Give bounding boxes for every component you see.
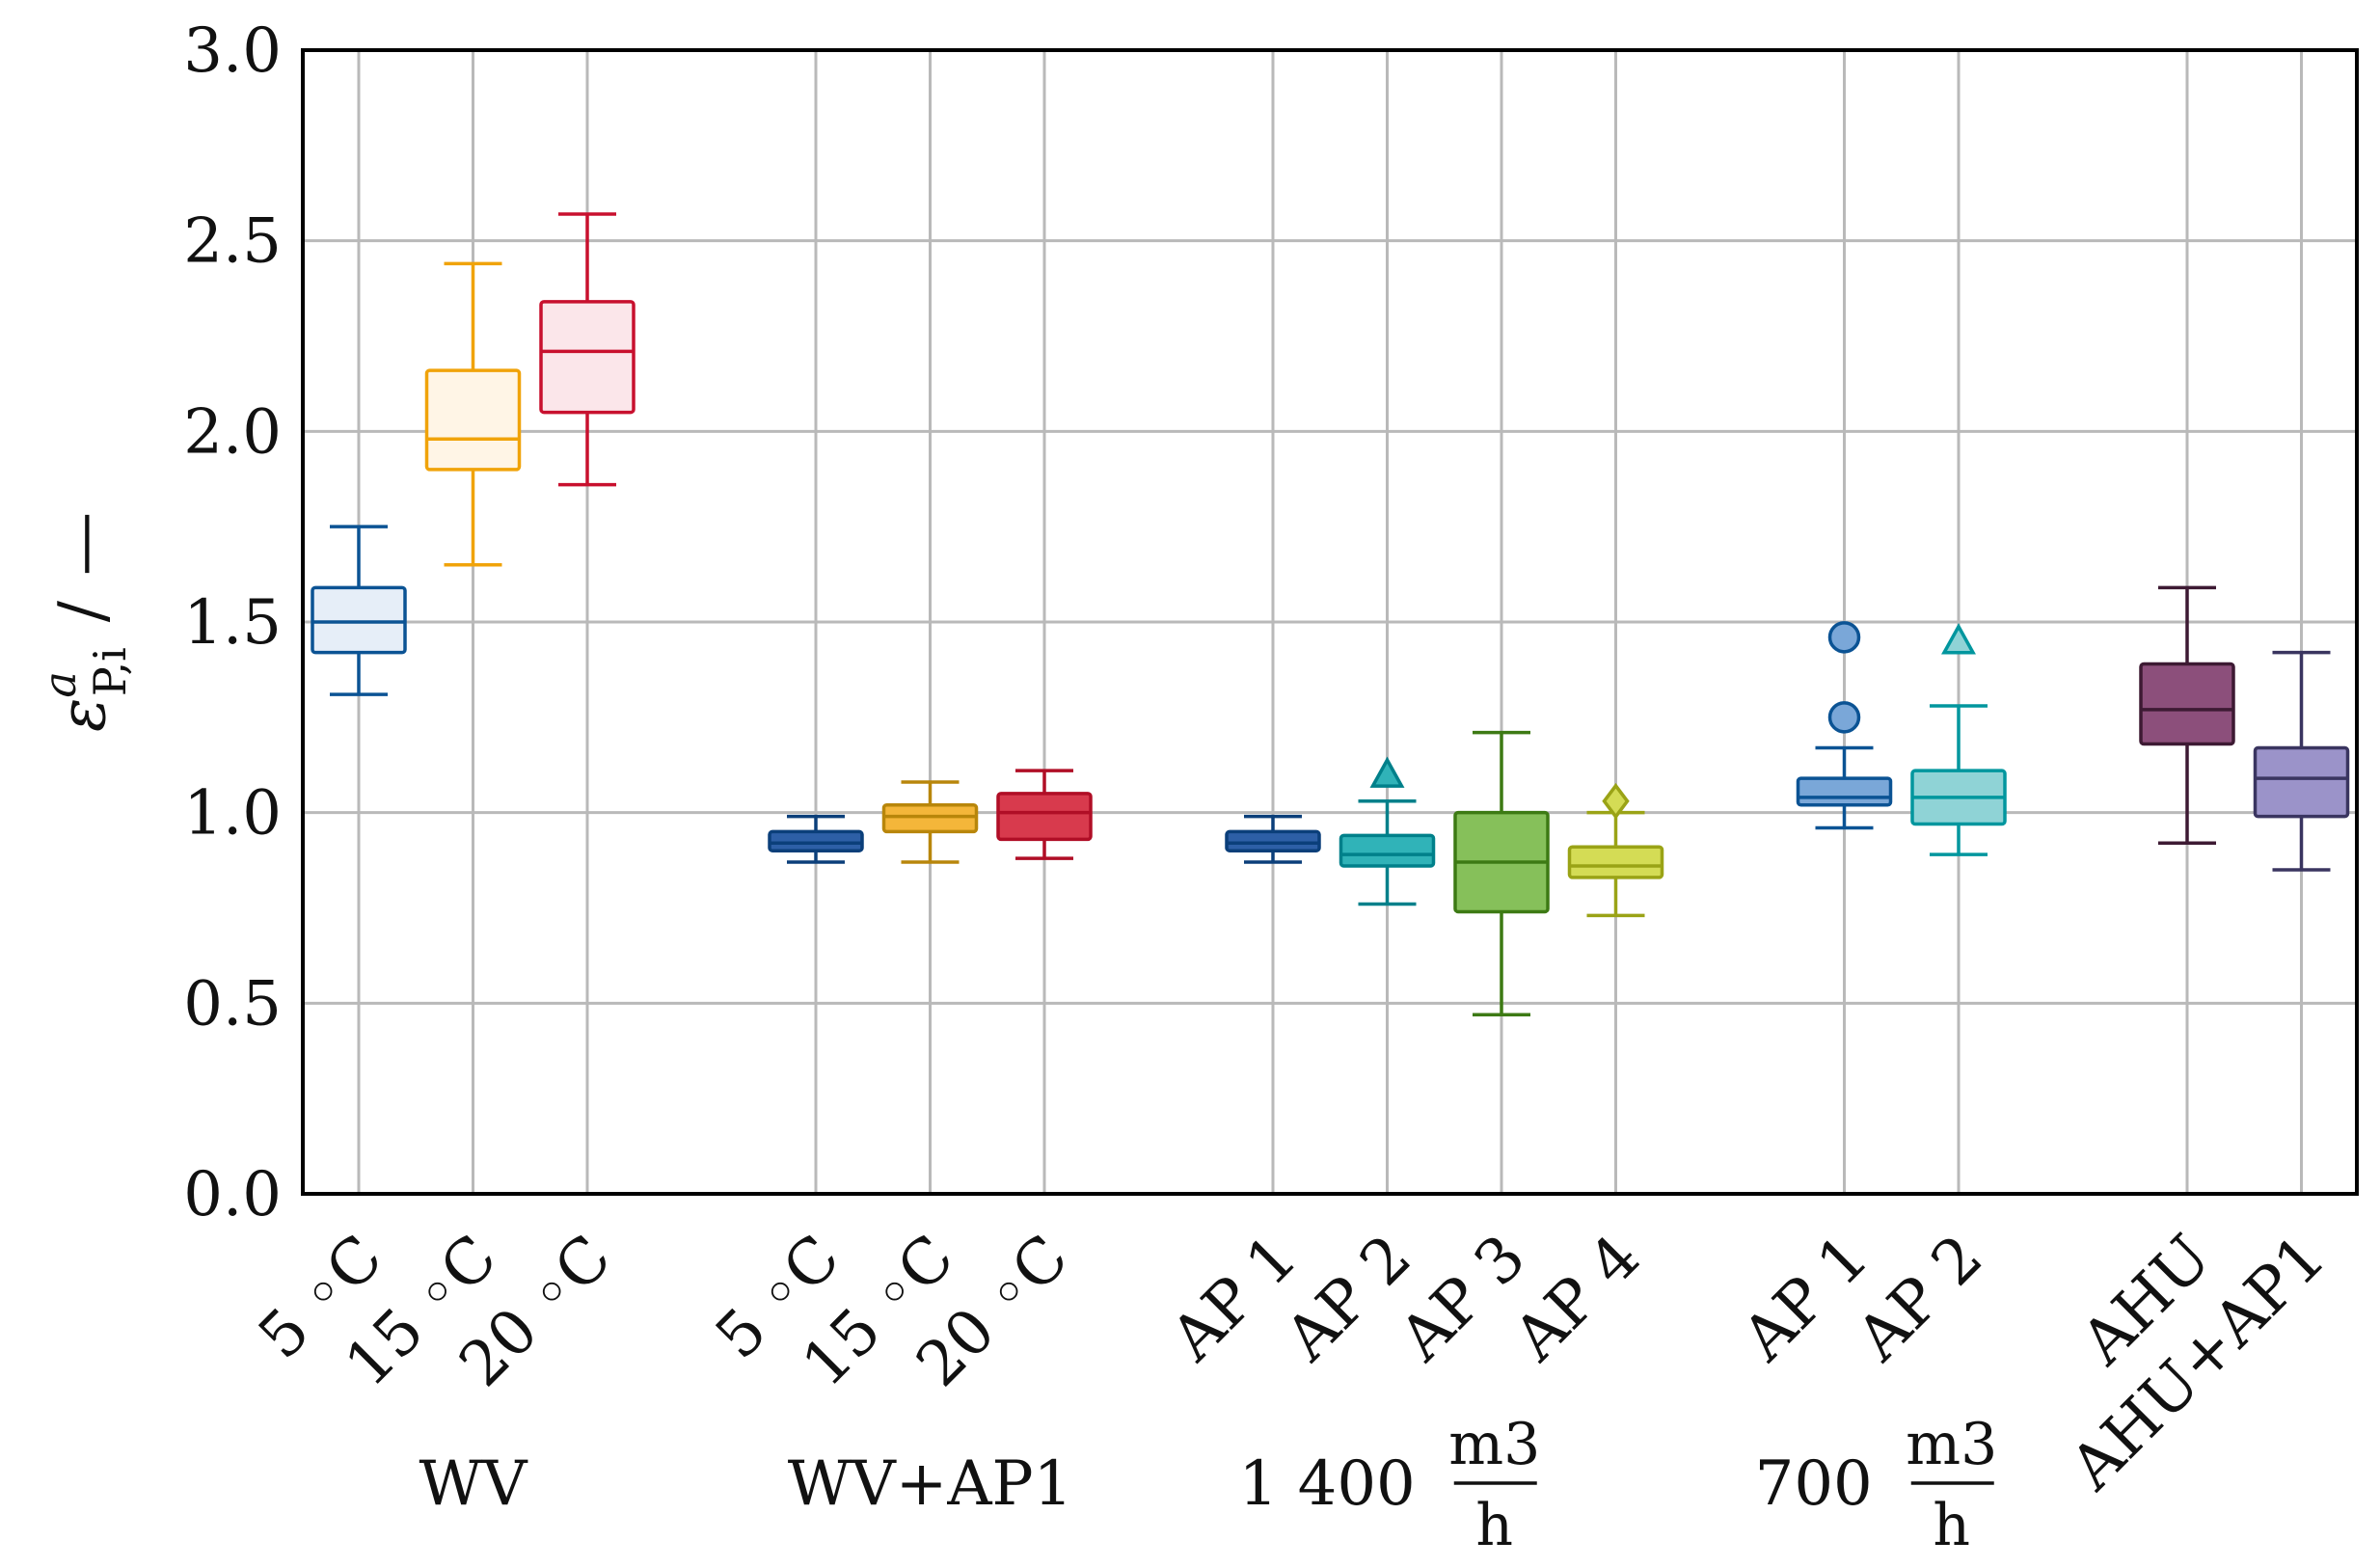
y-tick-label: 2.5 xyxy=(183,206,282,278)
group-unit-numerator: m3 xyxy=(1448,1411,1540,1478)
group-label-2: 1 400 m3 h xyxy=(1239,1411,1541,1559)
x-category-label: AP 4 xyxy=(1500,1222,1653,1375)
x-category-label: AP 3 xyxy=(1386,1222,1539,1375)
y-axis-label: εaP,i / — xyxy=(34,512,136,732)
iqr-box xyxy=(1796,776,1893,807)
iqr-box xyxy=(311,585,407,655)
iqr-box xyxy=(881,803,979,834)
box-layer xyxy=(311,212,2350,1016)
group-label-value: 700 xyxy=(1755,1448,1873,1520)
box-2-0 xyxy=(1225,814,1321,864)
box-3-0 xyxy=(1796,621,1893,830)
box-2-3 xyxy=(1567,782,1664,918)
group-unit-denominator: h xyxy=(1475,1492,1513,1559)
y-tick-label: 0.0 xyxy=(183,1159,282,1230)
y-axis-unit: — xyxy=(45,512,120,576)
y-axis-symbol: ε xyxy=(45,698,120,732)
x-category-label: AP 2 xyxy=(1271,1222,1424,1375)
box-2-2 xyxy=(1453,730,1550,1016)
x-category-label: AP 1 xyxy=(1728,1222,1881,1375)
y-tick-label: 3.0 xyxy=(183,15,282,87)
outlier-circle xyxy=(1827,701,1861,734)
outlier-circle xyxy=(1827,621,1861,654)
y-tick-label: 0.5 xyxy=(183,968,282,1040)
x-category-label: AP 2 xyxy=(1843,1222,1996,1375)
y-tick-label: 1.0 xyxy=(183,778,282,850)
outlier-triangle xyxy=(1369,756,1405,788)
iqr-box xyxy=(768,829,864,852)
iqr-box xyxy=(424,368,522,472)
box-4-0 xyxy=(2139,585,2235,846)
box-3-1 xyxy=(1910,623,2007,856)
iqr-box xyxy=(2139,662,2235,746)
box-0-1 xyxy=(424,261,522,567)
plot-frame xyxy=(301,48,2359,1196)
iqr-box xyxy=(1339,833,1436,868)
iqr-box xyxy=(996,792,1093,842)
y-axis-subscript: P,i xyxy=(84,647,136,696)
iqr-box xyxy=(539,300,636,415)
group-unit-denominator: h xyxy=(1933,1492,1970,1559)
box-1-2 xyxy=(996,769,1093,860)
box-4-1 xyxy=(2253,650,2350,872)
outlier-triangle xyxy=(1941,623,1976,655)
y-axis-superscript: a xyxy=(34,671,86,697)
group-unit-numerator: m3 xyxy=(1906,1411,1997,1478)
group-label-3: 700 m3 h xyxy=(1755,1411,1998,1559)
svg-text:εaP,i/—: εaP,i / — xyxy=(34,512,136,732)
y-tick-labels: 0.0 0.5 1.0 1.5 2.0 2.5 3.0 xyxy=(183,15,282,1230)
group-label-1: WV+AP1 xyxy=(788,1448,1073,1520)
iqr-box xyxy=(1567,845,1664,879)
box-0-2 xyxy=(539,212,636,487)
box-2-1 xyxy=(1339,756,1436,906)
y-axis-separator: / xyxy=(45,600,120,622)
box-1-1 xyxy=(881,780,979,864)
grid-layer xyxy=(303,48,2357,1196)
y-tick-label: 1.5 xyxy=(183,587,282,659)
group-label-0: WV xyxy=(419,1448,529,1520)
iqr-box xyxy=(1225,829,1321,852)
group-labels: WV WV+AP1 1 400 m3 h 700 m3 h xyxy=(419,1411,1998,1559)
iqr-box xyxy=(2253,745,2350,819)
x-category-label: AP 1 xyxy=(1157,1222,1311,1375)
box-0-0 xyxy=(311,525,407,696)
y-tick-label: 2.0 xyxy=(183,396,282,468)
group-label-value: 1 400 xyxy=(1239,1448,1416,1520)
box-1-0 xyxy=(768,814,864,864)
outlier-diamond xyxy=(1602,782,1630,820)
